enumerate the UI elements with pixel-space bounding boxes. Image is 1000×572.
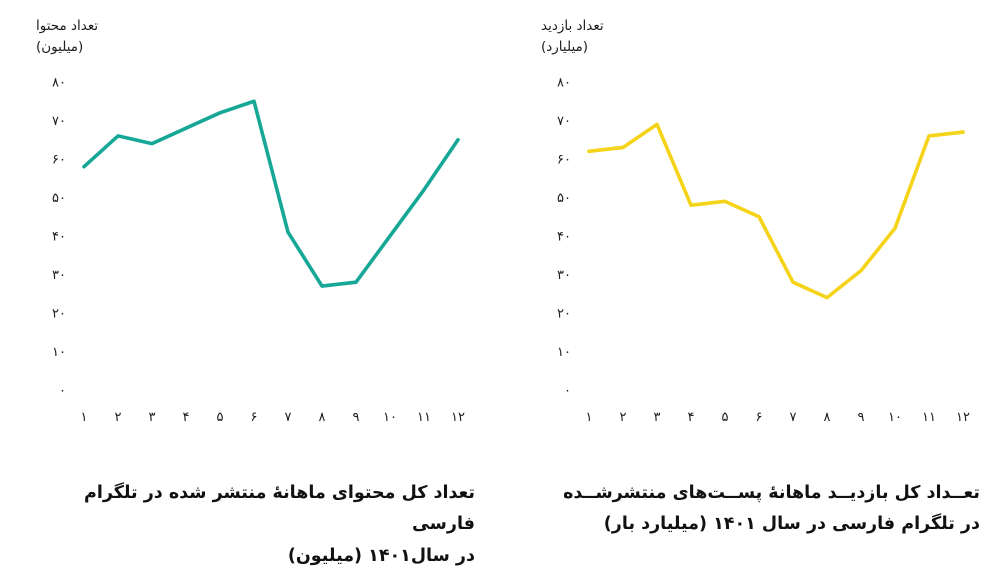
svg-text:۵: ۵ [722,410,729,425]
svg-text:۱۰: ۱۰ [888,410,902,425]
svg-text:۸: ۸ [824,410,831,425]
svg-text:۵۰: ۵۰ [557,191,571,206]
axis-unit-text: (میلیارد) [541,38,589,55]
svg-text:۲: ۲ [115,410,122,425]
svg-text:۶۰: ۶۰ [557,152,571,167]
svg-text:۵: ۵ [217,410,224,425]
svg-text:۹: ۹ [858,410,865,425]
svg-text:۷۰: ۷۰ [52,114,66,129]
views-chart-caption: تعــداد کل بازدیــد ماهانهٔ پســت‌های من… [535,478,980,541]
svg-text:۴: ۴ [688,410,695,425]
svg-text:۲۰: ۲۰ [557,306,571,321]
svg-text:۱: ۱ [81,410,88,425]
svg-text:۲۰: ۲۰ [52,306,66,321]
svg-text:۹: ۹ [353,410,360,425]
caption-line-1: تعــداد کل بازدیــد ماهانهٔ پســت‌های من… [563,482,980,503]
svg-text:۱۲: ۱۲ [956,410,970,425]
svg-text:۷۰: ۷۰ [557,114,571,129]
svg-text:۴۰: ۴۰ [52,229,66,244]
axis-title-text: تعداد بازدید [541,18,604,34]
svg-text:۸۰: ۸۰ [557,75,571,90]
svg-text:۱۲: ۱۲ [451,410,465,425]
svg-text:۳۰: ۳۰ [52,268,66,283]
svg-text:۳: ۳ [149,410,156,425]
svg-text:۰: ۰ [564,383,571,398]
chart-panel-views: تعداد بازدید (میلیارد) ۸۰ ۷۰ ۶۰ ۵۰ ۴۰ ۳۰ ۲۰ ۱۰ ۰… [535,14,980,572]
svg-text:۱۰: ۱۰ [52,345,66,360]
svg-text:۴: ۴ [183,410,190,425]
svg-text:۱: ۱ [586,410,593,425]
svg-text:۴۰: ۴۰ [557,229,571,244]
svg-text:۲: ۲ [620,410,627,425]
svg-text:۱۱: ۱۱ [922,410,936,425]
y-axis-title-content: تعداد محتوا (میلیون) [36,16,98,58]
caption-line-2: در تلگرام فارسی در سال ۱۴۰۱ (میلیارد بار… [603,514,980,535]
svg-text:۸۰: ۸۰ [52,75,66,90]
svg-text:۰: ۰ [59,383,66,398]
svg-text:۸: ۸ [319,410,326,425]
content-chart-caption: تعداد کل محتوای ماهانهٔ منتشر شده در تلگ… [30,478,475,572]
svg-text:۱۱: ۱۱ [417,410,431,425]
caption-line-1: تعداد کل محتوای ماهانهٔ منتشر شده در تلگ… [84,482,475,535]
svg-text:۷: ۷ [790,410,797,425]
svg-text:۳۰: ۳۰ [557,268,571,283]
y-axis-title-views: تعداد بازدید (میلیارد) [541,16,604,58]
svg-text:۶: ۶ [756,410,763,425]
axis-title-text: تعداد محتوا [36,18,99,34]
svg-text:۶۰: ۶۰ [52,152,66,167]
svg-text:۱۰: ۱۰ [383,410,397,425]
caption-line-2: در سال۱۴۰۱ (میلیون) [287,545,475,566]
chart-panel-content: تعداد محتوا (میلیون) ۸۰ ۷۰ ۶۰ ۵۰ ۴۰ ۳۰ ۲۰ ۱۰ ۰ ۱ ۲… [30,14,475,572]
svg-text:۱۰: ۱۰ [557,345,571,360]
svg-text:۶: ۶ [251,410,258,425]
svg-text:۳: ۳ [654,410,661,425]
svg-text:۷: ۷ [285,410,292,425]
svg-text:۵۰: ۵۰ [52,191,66,206]
axis-unit-text: (میلیون) [36,38,84,55]
